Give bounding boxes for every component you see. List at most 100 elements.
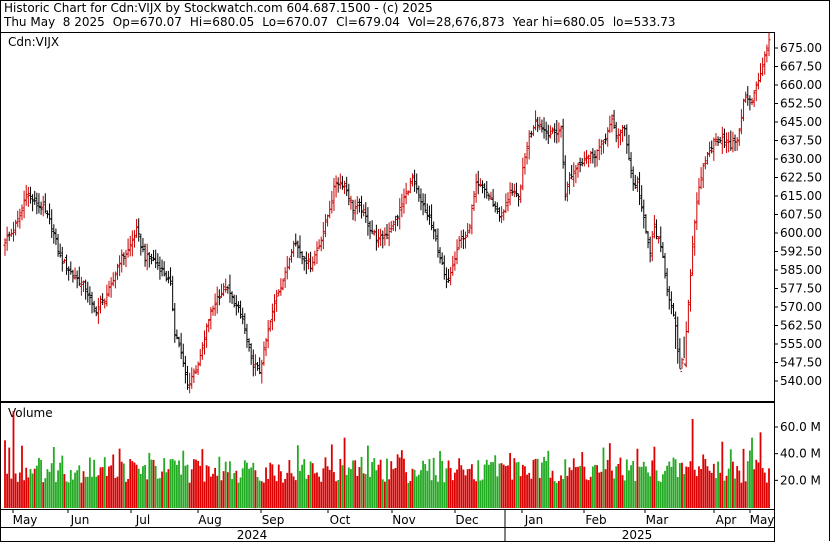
volume-bar <box>229 461 231 508</box>
month-label: Feb <box>585 513 606 527</box>
volume-bar <box>205 465 208 508</box>
volume-bar <box>142 466 144 508</box>
volume-bar <box>579 465 582 508</box>
volume-bar <box>568 467 571 508</box>
price-tick-label: 570.00 <box>780 300 822 314</box>
volume-bar <box>260 481 263 508</box>
volume-bar <box>647 472 649 508</box>
volume-bar <box>343 437 346 508</box>
price-tick-label: 615.00 <box>780 189 822 203</box>
volume-bar <box>589 476 592 508</box>
volume-bar <box>481 479 484 508</box>
volume-bar <box>176 464 178 508</box>
volume-bar <box>57 470 59 508</box>
volume-bar <box>441 460 444 508</box>
volume-bar <box>116 476 119 508</box>
volume-bar <box>521 464 524 508</box>
volume-bar <box>417 474 420 508</box>
volume-bar <box>528 472 531 508</box>
volume-bar <box>649 476 652 508</box>
month-label: Nov <box>392 513 415 527</box>
volume-bar <box>415 476 418 508</box>
volume-bar <box>634 481 637 508</box>
volume-bar <box>676 477 679 508</box>
volume-bar <box>186 464 189 508</box>
volume-bar <box>182 450 185 508</box>
volume-bar <box>294 480 297 508</box>
volume-bar <box>555 482 558 508</box>
volume-bar <box>729 449 732 508</box>
volume-bar <box>316 472 318 508</box>
volume-bar <box>301 464 304 508</box>
volume-bar <box>468 468 471 508</box>
volume-bar <box>263 482 265 508</box>
volume-bar <box>63 474 66 508</box>
volume-bar <box>335 481 337 508</box>
volume-bar <box>159 478 161 508</box>
volume-bar <box>84 476 87 508</box>
volume-bar <box>608 443 611 508</box>
volume-bar <box>632 460 635 508</box>
volume-bar <box>169 459 172 508</box>
volume-bar <box>670 466 673 508</box>
volume-bar <box>541 462 543 508</box>
volume-bar <box>250 467 253 508</box>
volume-bar <box>723 480 726 508</box>
volume-bar <box>456 469 458 508</box>
volume-bar <box>386 458 388 508</box>
volume-bar <box>479 480 482 508</box>
volume-bar <box>375 470 378 508</box>
volume-bar <box>105 475 108 508</box>
volume-bar <box>161 471 163 508</box>
volume-bar <box>509 452 511 508</box>
volume-bar <box>447 460 450 508</box>
volume-bar <box>110 465 113 508</box>
volume-bar <box>430 480 433 508</box>
volume-bar <box>152 459 155 508</box>
volume-bar <box>362 473 365 508</box>
volume-bar <box>604 469 607 508</box>
volume-bar <box>483 464 486 508</box>
volume-bar <box>407 482 410 508</box>
volume-bar <box>337 480 340 508</box>
volume-bar <box>659 481 662 508</box>
volume-bar <box>706 466 709 508</box>
volume-bar <box>10 478 13 508</box>
volume-bar <box>133 462 136 508</box>
volume-bar <box>577 466 579 508</box>
volume-bar <box>347 467 350 508</box>
volume-bar <box>413 469 416 508</box>
volume-bar <box>38 457 40 508</box>
volume-bar <box>768 468 770 508</box>
volume-bar <box>292 476 295 508</box>
volume-bar <box>4 440 6 508</box>
volume-bar <box>311 463 314 508</box>
volume-bar <box>543 456 545 508</box>
volume-bar <box>256 476 259 508</box>
volume-bar <box>721 441 724 508</box>
volume-bar <box>50 463 53 508</box>
volume-bar <box>409 480 412 508</box>
volume-bar <box>405 472 407 508</box>
volume-bar <box>549 477 552 508</box>
volume-bar <box>511 479 514 508</box>
volume-bar <box>190 469 193 508</box>
volume-bar <box>91 476 93 508</box>
volume-bar <box>661 474 664 508</box>
volume-bar <box>226 472 229 508</box>
volume-bar <box>282 482 284 508</box>
volume-bar <box>360 456 363 508</box>
volume-bar <box>122 463 125 508</box>
volume-bar <box>235 470 238 508</box>
volume-bar <box>651 460 654 508</box>
volume-bar <box>231 479 233 508</box>
volume-bar <box>594 464 596 508</box>
volume-bar <box>454 472 456 508</box>
volume-bar <box>717 461 719 508</box>
volume-bar <box>195 459 197 508</box>
volume-bar <box>275 481 278 508</box>
volume-bar <box>341 465 344 508</box>
volume-bar <box>424 464 427 508</box>
